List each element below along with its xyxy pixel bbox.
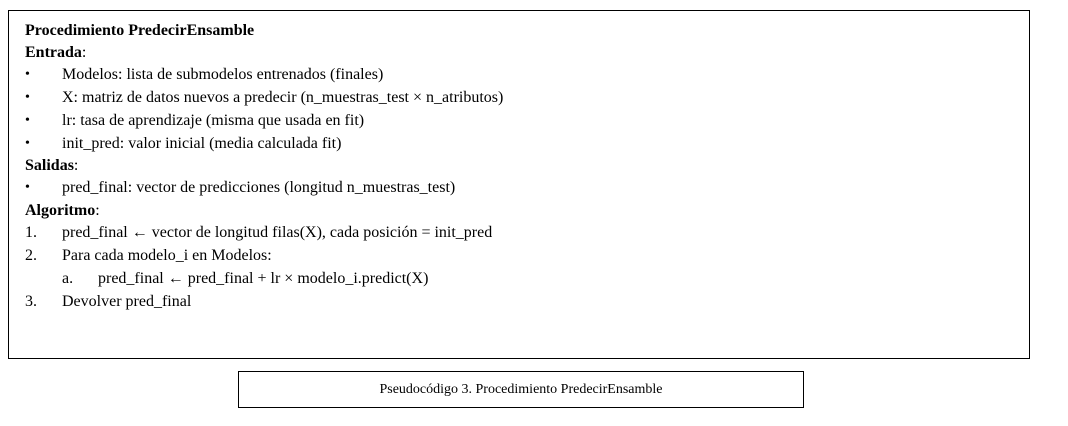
entrada-item-modelos: Modelos: lista de submodelos entrenados …: [62, 66, 384, 83]
step-number: 2.: [25, 247, 37, 264]
pseudocode-box: Procedimiento PredecirEnsamble Entrada: …: [8, 10, 1030, 359]
step-1-text: pred_final ← vector de longitud filas(X), …: [62, 222, 492, 244]
left-arrow-icon: ←: [167, 270, 184, 287]
algoritmo-colon: :: [95, 202, 100, 219]
step-3-text: Devolver pred_final: [62, 293, 192, 310]
substep-a-expression: pred_final + lr × modelo_i.predict(X): [187, 270, 429, 287]
step-2-text: Para cada modelo_i en Modelos:: [62, 247, 272, 264]
salidas-heading: Salidas:: [25, 155, 78, 177]
entrada-item-x: X: matriz de datos nuevos a predecir (n_…: [62, 89, 504, 106]
bullet-icon: •: [25, 136, 30, 151]
bullet-icon: •: [25, 113, 30, 128]
entrada-label: Entrada: [25, 44, 82, 61]
procedure-title: Procedimiento PredecirEnsamble: [25, 22, 255, 39]
entrada-colon: :: [81, 44, 87, 61]
step-1-expression: vector de longitud filas(X), cada posici…: [151, 224, 493, 241]
substep-a-text: pred_final ← pred_final + lr × modelo_i.pr…: [98, 268, 428, 290]
bullet-icon: •: [25, 180, 30, 195]
salidas-colon: :: [73, 157, 79, 174]
salidas-item-pred-final: pred_final: vector de predicciones (long…: [62, 179, 456, 196]
substep-a-target: pred_final: [98, 270, 164, 287]
step-number: 3.: [25, 293, 37, 310]
step-1-target: pred_final: [62, 224, 128, 241]
entrada-item-lr: lr: tasa de aprendizaje (misma que usada…: [62, 112, 365, 129]
entrada-item-init-pred: init_pred: valor inicial (media calculad…: [62, 135, 342, 152]
bullet-icon: •: [25, 90, 30, 105]
algoritmo-heading: Algoritmo:: [25, 200, 100, 222]
left-arrow-icon: ←: [131, 224, 148, 241]
algoritmo-label: Algoritmo: [25, 202, 96, 219]
bullet-icon: •: [25, 67, 30, 82]
substep-letter: a.: [62, 270, 74, 287]
step-number: 1.: [25, 224, 37, 241]
salidas-label: Salidas: [25, 157, 74, 174]
entrada-heading: Entrada:: [25, 42, 86, 64]
figure-caption: Pseudocódigo 3. Procedimiento PredecirEn…: [238, 371, 804, 408]
